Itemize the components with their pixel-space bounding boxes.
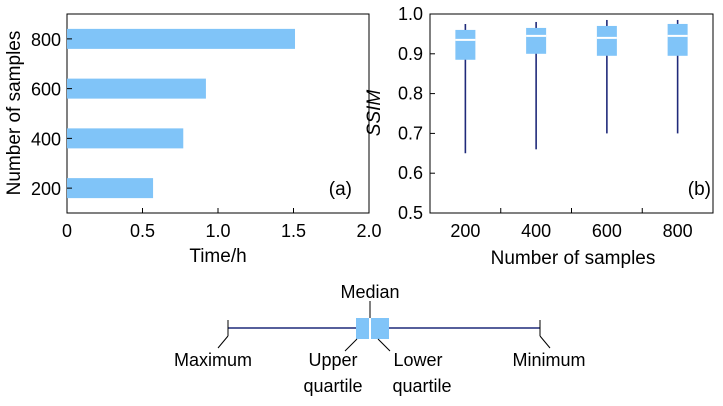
panel-b-xlabel: Number of samples bbox=[491, 248, 656, 269]
panel-b-ylabel: SSIM bbox=[364, 90, 385, 137]
y-tick-label-b-0.5: 0.5 bbox=[398, 203, 423, 223]
y-tick-label-400: 400 bbox=[31, 129, 61, 149]
x-tick-label-1.0: 1.0 bbox=[205, 221, 230, 241]
panel-a-label: (a) bbox=[329, 179, 352, 200]
legend-box bbox=[356, 318, 389, 339]
legend-max-pointer bbox=[217, 335, 229, 349]
x-tick-label-2.0: 2.0 bbox=[356, 221, 381, 241]
bar-800 bbox=[67, 28, 296, 49]
x-tick-label-b-400: 400 bbox=[521, 221, 551, 241]
legend-upper-label-2: quartile bbox=[303, 376, 362, 396]
x-tick-label-b-800: 800 bbox=[663, 221, 693, 241]
y-tick-label-b-0.6: 0.6 bbox=[398, 163, 423, 183]
y-tick-label-800: 800 bbox=[31, 30, 61, 50]
x-tick-label-0: 0 bbox=[62, 221, 72, 241]
y-tick-label-b-0.9: 0.9 bbox=[398, 44, 423, 64]
x-tick-label-0.5: 0.5 bbox=[130, 221, 155, 241]
legend-upper-label-1: Upper bbox=[308, 350, 357, 370]
bar-400 bbox=[67, 128, 184, 149]
legend-lower-label-1: Lower bbox=[393, 350, 442, 370]
y-tick-label-b-1.0: 1.0 bbox=[398, 4, 423, 24]
legend-lower-pointer bbox=[377, 338, 391, 352]
x-tick-label-1.5: 1.5 bbox=[281, 221, 306, 241]
box-600 bbox=[596, 25, 617, 56]
panel-b-label: (b) bbox=[688, 179, 711, 200]
y-tick-label-200: 200 bbox=[31, 179, 61, 199]
x-tick-label-b-200: 200 bbox=[450, 221, 480, 241]
legend-min-pointer bbox=[539, 335, 551, 349]
legend-median-label: Median bbox=[340, 282, 399, 302]
legend-maximum-label: Maximum bbox=[174, 350, 252, 370]
y-tick-label-600: 600 bbox=[31, 80, 61, 100]
bar-200 bbox=[67, 178, 154, 199]
panel-b-ssim-chart: 200 400 600 800 0.5 0.6 0.7 0.8 0.9 1.0 (b) Numb… bbox=[364, 4, 714, 269]
x-tick-label-b-600: 600 bbox=[592, 221, 622, 241]
box-800 bbox=[667, 23, 688, 56]
boxplot-legend: Median Maximum Upper quartile Lower quar… bbox=[174, 282, 586, 396]
legend-lower-label-2: quartile bbox=[392, 376, 451, 396]
panel-a-ylabel: Number of samples bbox=[4, 31, 25, 196]
bar-600 bbox=[67, 78, 206, 99]
box-200 bbox=[455, 29, 476, 60]
panel-a-xlabel: Time/h bbox=[189, 246, 246, 267]
box-400 bbox=[526, 27, 547, 54]
panel-a-time-chart: 0 0.5 1.0 1.5 2.0 200 400 600 800 (a) Time/h Nu… bbox=[4, 13, 382, 267]
legend-minimum-label: Minimum bbox=[512, 350, 585, 370]
y-tick-label-b-0.7: 0.7 bbox=[398, 123, 423, 143]
y-tick-label-b-0.8: 0.8 bbox=[398, 84, 423, 104]
legend-upper-pointer bbox=[344, 338, 358, 352]
